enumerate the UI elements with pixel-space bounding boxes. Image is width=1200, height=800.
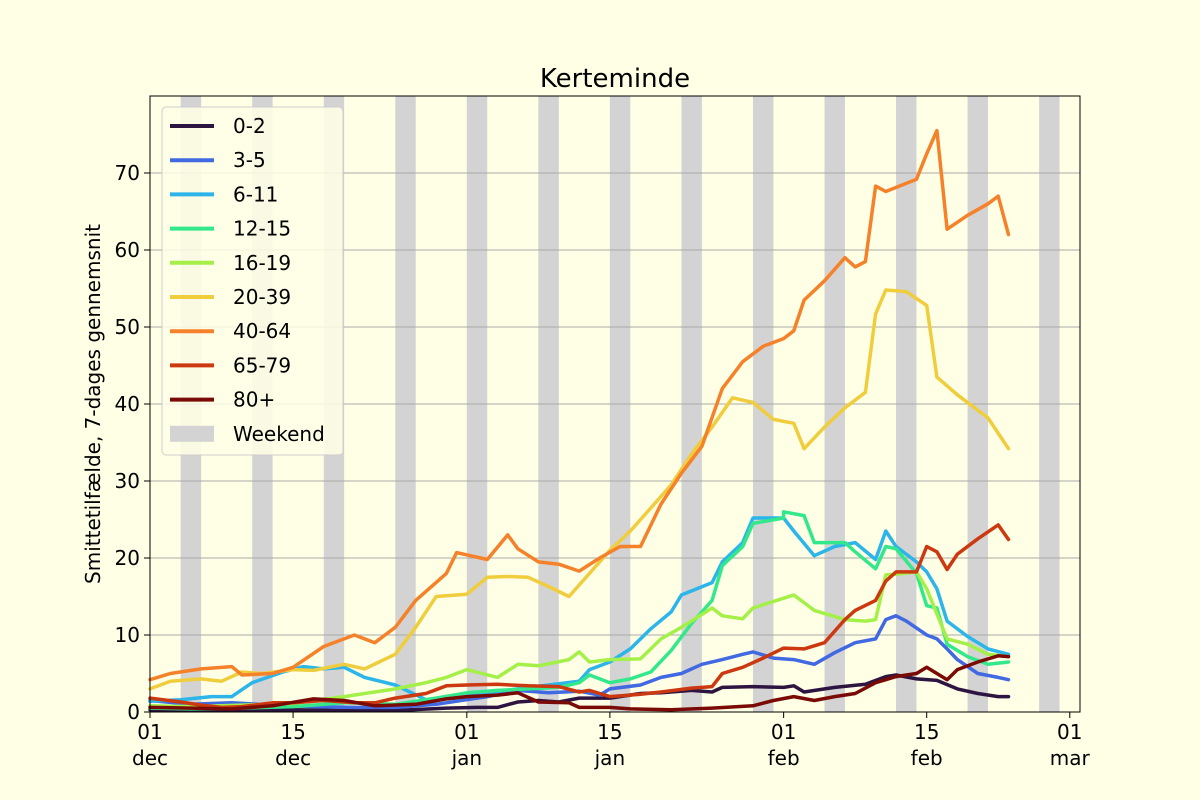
x-tick-month-label: dec xyxy=(132,746,168,770)
series-line-20-39 xyxy=(148,288,1011,691)
y-tick-label: 40 xyxy=(115,392,140,416)
legend: 0-2 3-5 6-11 12-15 16-19 20-39 40-64 65-79 80+ We… xyxy=(161,106,344,456)
x-tick-month-label: mar xyxy=(1050,746,1091,770)
legend-label: 6-11 xyxy=(233,182,278,206)
series-line-0-2 xyxy=(148,673,1011,713)
series-line-3-5 xyxy=(148,614,1011,710)
y-tick-label: 30 xyxy=(115,469,140,493)
x-tick-day-label: 15 xyxy=(280,720,305,744)
x-tick-day-label: 01 xyxy=(137,720,162,744)
y-tick-label: 10 xyxy=(115,623,140,647)
series-line-12-15 xyxy=(148,510,1011,711)
x-tick-month-label: jan xyxy=(451,746,483,770)
legend-label: 0-2 xyxy=(233,114,266,138)
x-tick-day-label: 01 xyxy=(771,720,796,744)
x-tick-day-label: 15 xyxy=(597,720,622,744)
y-axis-label: Smittetilfælde, 7-dages gennemsnit xyxy=(81,224,105,584)
chart-title: Kerteminde xyxy=(540,64,690,94)
legend-label: 65-79 xyxy=(233,353,291,377)
x-tick-month-label: dec xyxy=(275,746,311,770)
x-tick-month-label: feb xyxy=(911,746,943,770)
legend-label: 80+ xyxy=(233,388,275,412)
x-tick-month-label: feb xyxy=(768,746,800,770)
y-tick-label: 70 xyxy=(115,161,140,185)
y-axis: 0 10 20 30 40 50 60 70 xyxy=(115,161,150,724)
legend-label: 12-15 xyxy=(233,217,291,241)
legend-label-weekend: Weekend xyxy=(233,422,325,446)
y-tick-label: 60 xyxy=(115,238,140,262)
legend-swatch-weekend xyxy=(170,425,214,442)
x-tick-day-label: 01 xyxy=(1057,720,1082,744)
x-tick-day-label: 01 xyxy=(454,720,479,744)
x-tick-month-label: jan xyxy=(594,746,626,770)
y-tick-label: 20 xyxy=(115,546,140,570)
x-tick-day-label: 15 xyxy=(914,720,939,744)
y-tick-label: 0 xyxy=(127,700,140,724)
y-tick-label: 50 xyxy=(115,315,140,339)
series-line-80+ xyxy=(148,654,1011,712)
legend-label: 40-64 xyxy=(233,319,291,343)
legend-label: 16-19 xyxy=(233,251,291,275)
legend-label: 3-5 xyxy=(233,148,266,172)
series-line-40-64 xyxy=(148,128,1011,682)
legend-label: 20-39 xyxy=(233,285,291,309)
series-lines xyxy=(148,128,1011,713)
series-line-16-19 xyxy=(148,570,1011,709)
